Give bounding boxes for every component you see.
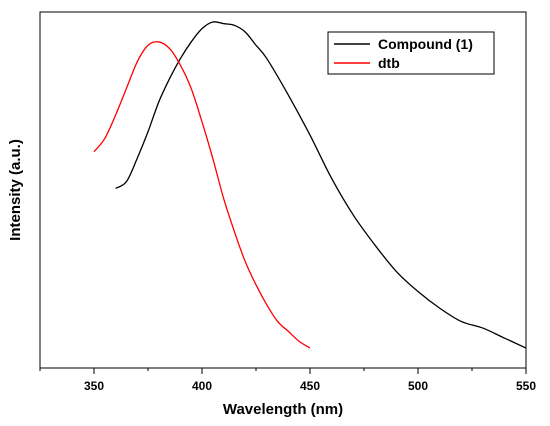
legend-box: [327, 31, 495, 75]
x-axis-ticks: 350 400 450 500 550: [39, 368, 536, 393]
legend-label-0: Compound (1): [378, 36, 473, 52]
x-tick-label: 400: [192, 379, 212, 393]
x-tick-label: 500: [408, 379, 428, 393]
series-line-0: [115, 21, 527, 349]
series-line-1: [93, 41, 311, 349]
legend-label-1: dtb: [378, 55, 400, 71]
y-axis-label: Intensity (a.u.): [7, 139, 24, 241]
x-tick-label: 550: [516, 379, 536, 393]
x-tick-label: 350: [84, 379, 104, 393]
x-tick-label: 450: [300, 379, 320, 393]
x-axis-label: Wavelength (nm): [223, 401, 343, 418]
series-layer: [93, 21, 527, 349]
legend: Compound (1) dtb: [327, 31, 495, 75]
plot-frame: [39, 11, 527, 369]
